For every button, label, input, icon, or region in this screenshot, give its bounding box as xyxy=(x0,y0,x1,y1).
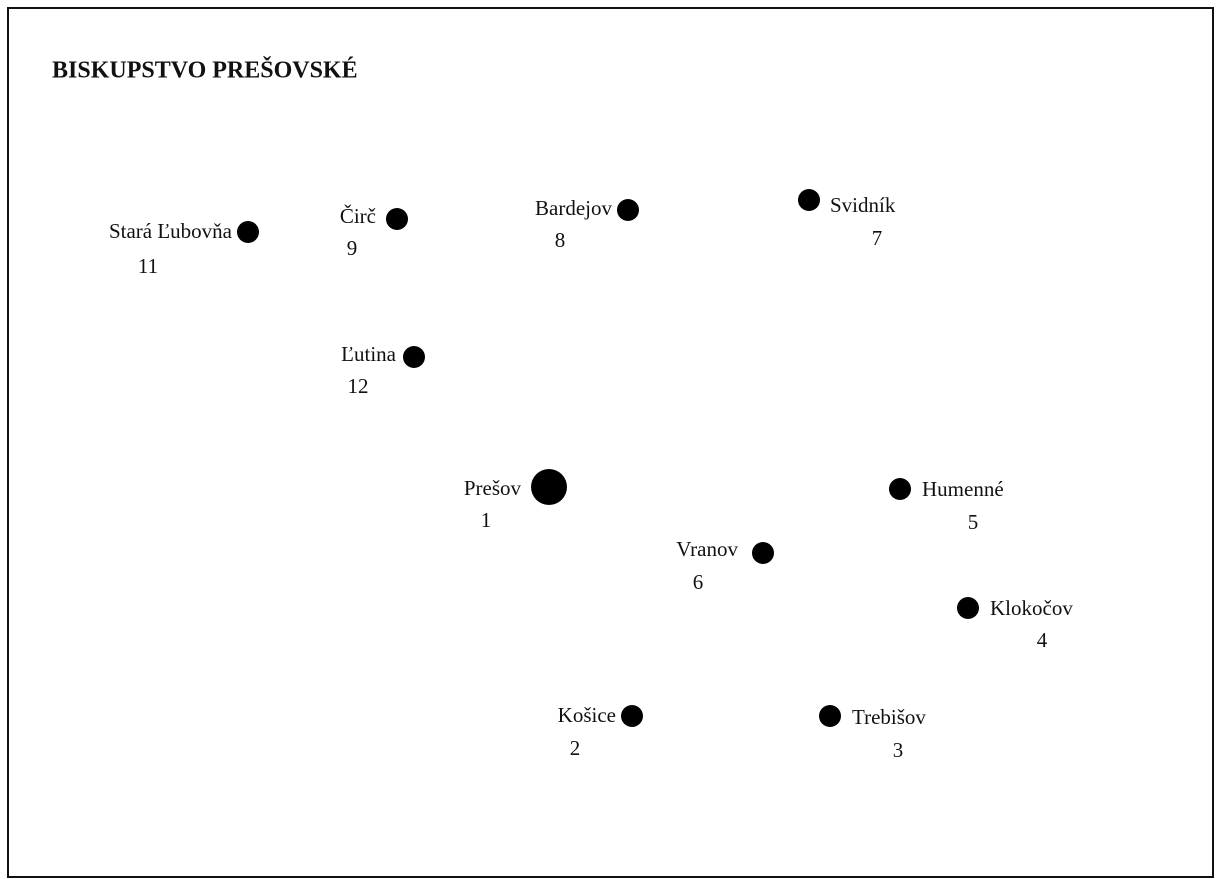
place: Stará Ľubovňa 11 xyxy=(109,219,259,278)
place-dot xyxy=(957,597,979,619)
place-name: Humenné xyxy=(922,477,1004,501)
place-dot xyxy=(403,346,425,368)
place: Svidník 7 xyxy=(798,189,896,250)
place-number: 3 xyxy=(893,738,904,762)
place-dot xyxy=(752,542,774,564)
place-dot xyxy=(531,469,567,505)
place-number: 6 xyxy=(693,570,704,594)
place-dot xyxy=(621,705,643,727)
place-name: Trebišov xyxy=(852,705,926,729)
place: Ľutina 12 xyxy=(341,342,425,398)
place-name: Ľutina xyxy=(341,342,396,366)
place-number: 7 xyxy=(872,226,883,250)
place-number: 12 xyxy=(348,374,369,398)
place-name: Košice xyxy=(558,703,616,727)
place-dot xyxy=(237,221,259,243)
place-name: Čirč xyxy=(340,204,376,228)
frame xyxy=(7,7,1214,878)
place: Klokočov 4 xyxy=(957,596,1073,652)
place: Humenné 5 xyxy=(889,477,1004,534)
title: BISKUPSTVO PREŠOVSKÉ xyxy=(52,57,358,84)
place: Košice 2 xyxy=(558,703,643,760)
place-number: 5 xyxy=(968,510,979,534)
place: Trebišov 3 xyxy=(819,705,926,762)
place-name: Klokočov xyxy=(990,596,1073,620)
place-number: 4 xyxy=(1037,628,1048,652)
place: Čirč 9 xyxy=(340,204,408,260)
place-number: 9 xyxy=(347,236,358,260)
place-name: Vranov xyxy=(676,537,738,561)
place-name: Prešov xyxy=(464,476,522,500)
place: Prešov 1 xyxy=(464,469,567,532)
place-number: 1 xyxy=(481,508,492,532)
place-dot xyxy=(889,478,911,500)
place-number: 11 xyxy=(138,254,158,278)
place: Vranov 6 xyxy=(676,537,774,594)
place-dot xyxy=(798,189,820,211)
place-name: Svidník xyxy=(830,193,896,217)
place-dot xyxy=(617,199,639,221)
place-number: 8 xyxy=(555,228,566,252)
place-dot xyxy=(386,208,408,230)
place-name: Bardejov xyxy=(535,196,612,220)
place-dot xyxy=(819,705,841,727)
place-name: Stará Ľubovňa xyxy=(109,219,233,243)
place-number: 2 xyxy=(570,736,581,760)
place: Bardejov 8 xyxy=(535,196,639,252)
